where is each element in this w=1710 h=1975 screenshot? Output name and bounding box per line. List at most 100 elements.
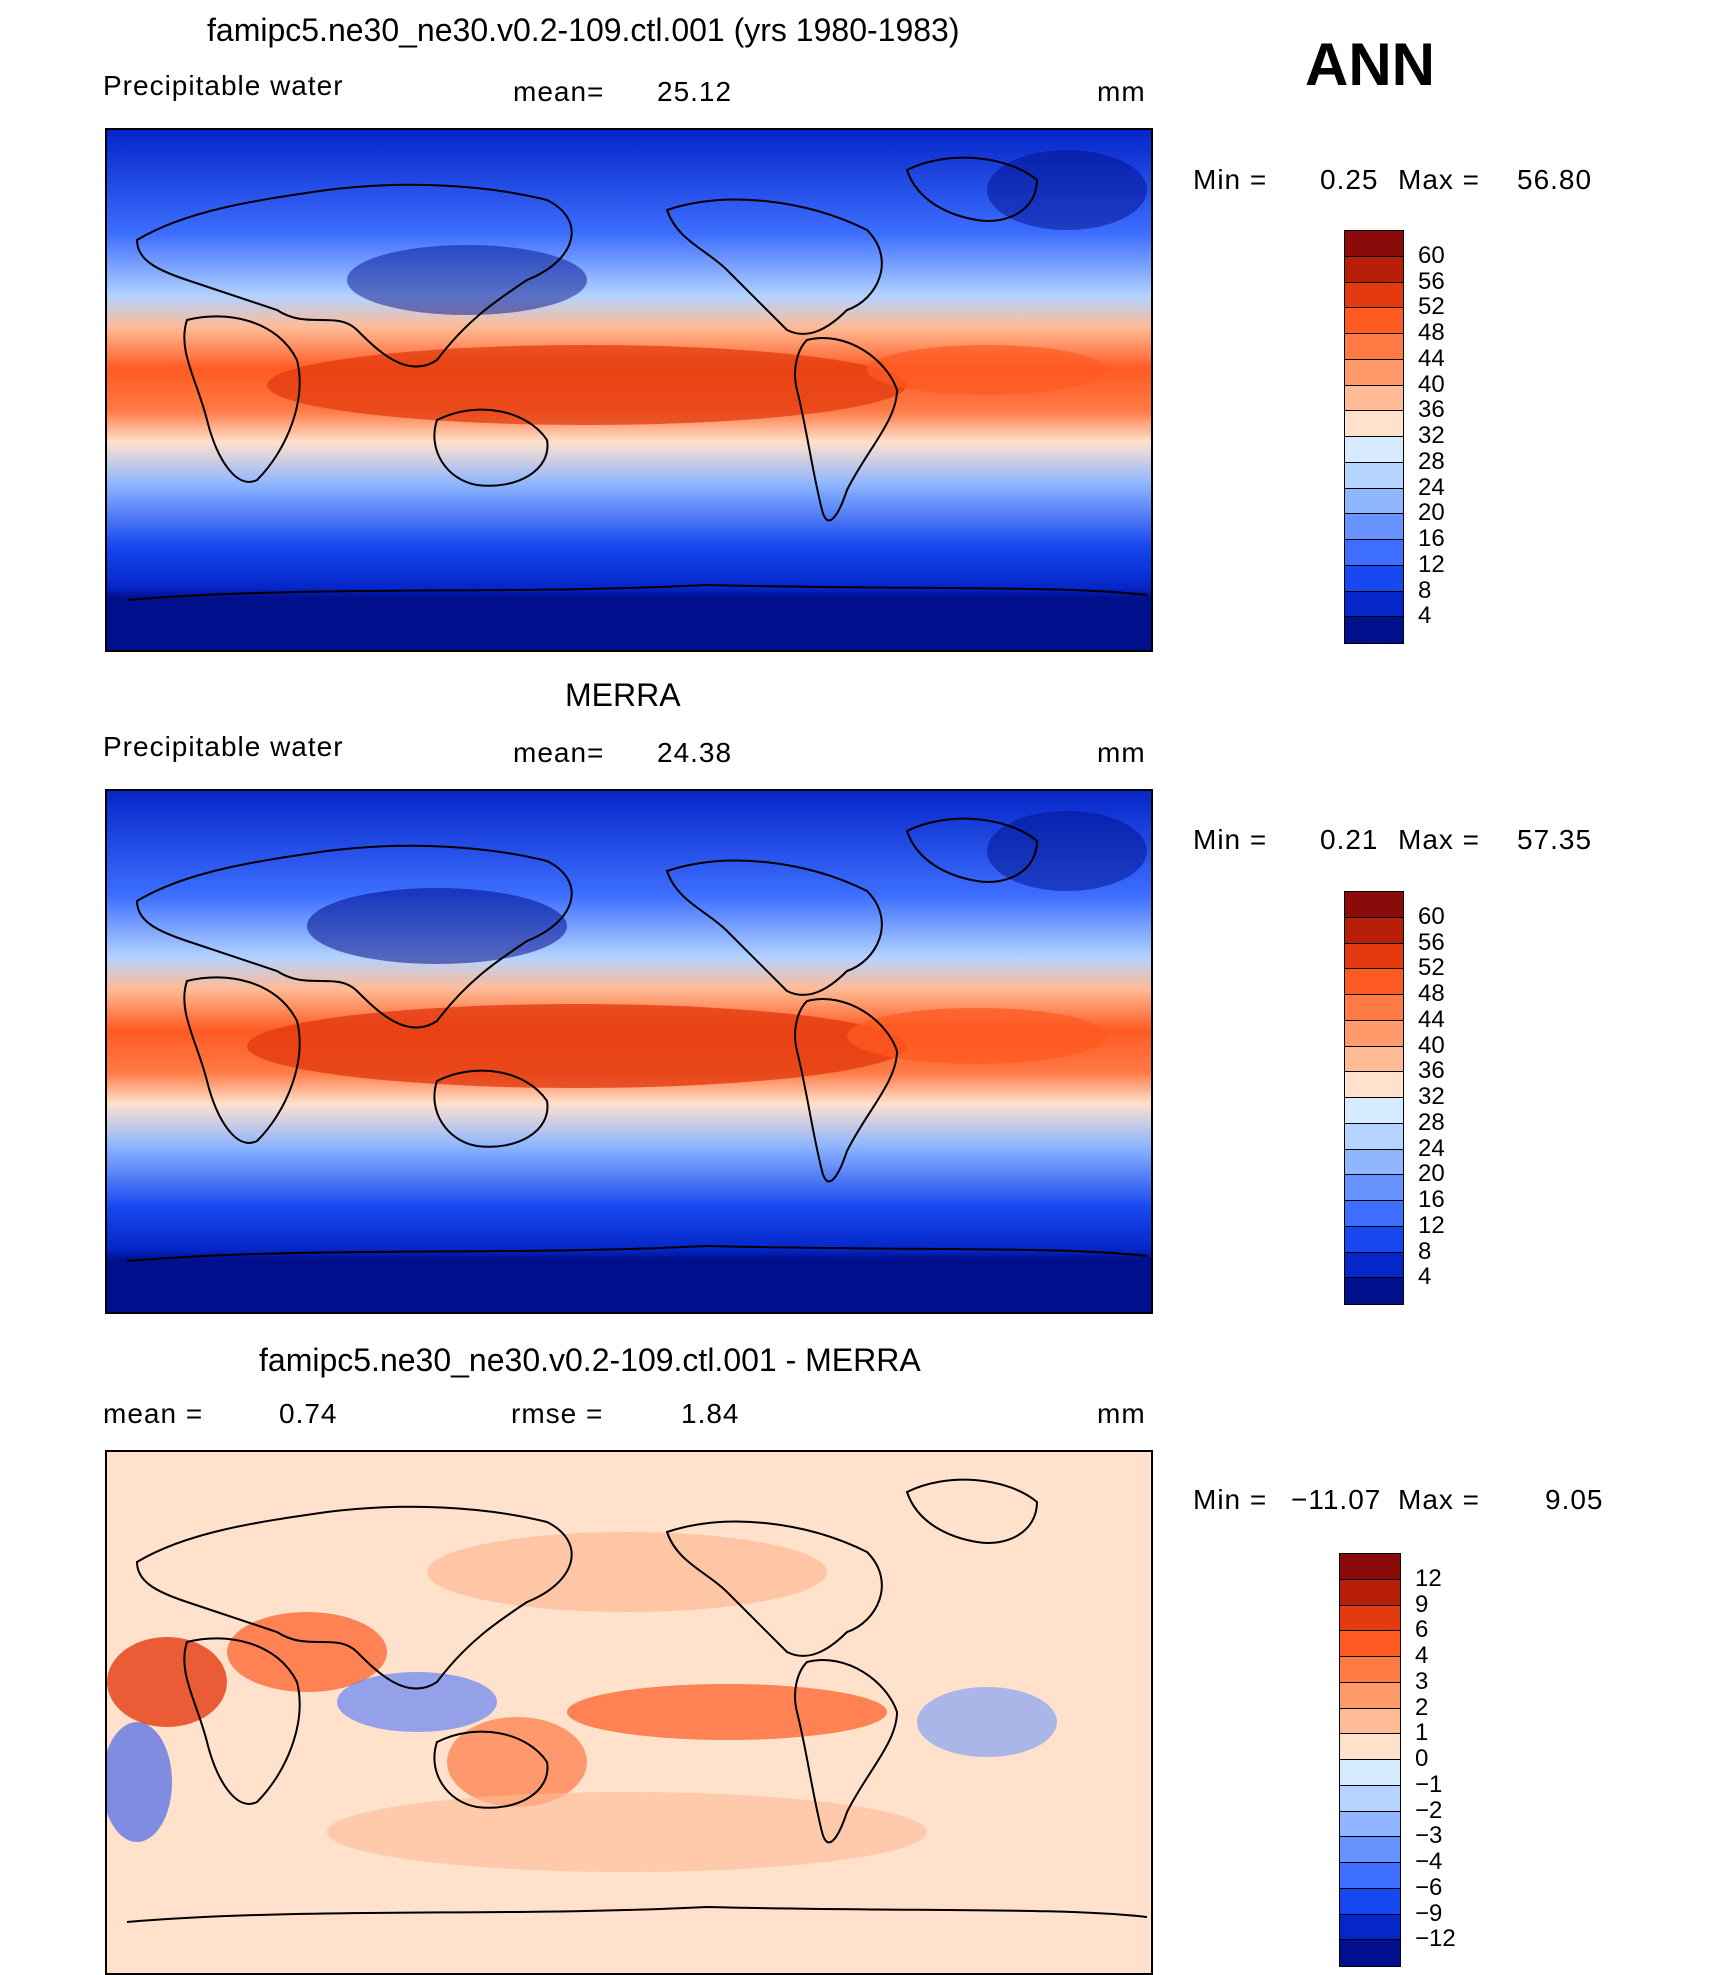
colorbar-tick-label: 60 [1418, 902, 1445, 930]
panel-3-rmse-label: rmse = [511, 1398, 604, 1429]
colorbar-tick-label: 28 [1418, 1108, 1445, 1136]
colorbar-swatch [1345, 1123, 1403, 1150]
colorbar-swatch [1345, 514, 1403, 540]
panel-2-min-label: Min = [1193, 824, 1268, 855]
colorbar-swatch [1345, 1175, 1403, 1201]
colorbar-swatch [1345, 1098, 1403, 1124]
colorbar-tick-label: 1 [1415, 1719, 1429, 1747]
colorbar-tick-label: 4 [1418, 602, 1432, 630]
panel-3-min-label: Min = [1193, 1484, 1268, 1515]
colorbar-tick-label: 52 [1418, 954, 1445, 982]
colorbar-swatch [1345, 565, 1403, 592]
colorbar-swatch [1345, 892, 1403, 918]
colorbar-tick-label: 4 [1415, 1642, 1429, 1669]
colorbar-swatch [1340, 1605, 1400, 1632]
colorbar-swatch [1340, 1914, 1400, 1941]
colorbar-swatch [1345, 591, 1403, 618]
colorbar-tick-label: 12 [1418, 550, 1445, 578]
colorbar-tick-label: 48 [1418, 319, 1445, 346]
colorbar-swatch [1345, 969, 1403, 995]
colorbar-swatch [1345, 1201, 1403, 1227]
panel-3-map [105, 1450, 1153, 1975]
panel-2-contour-field [107, 791, 1151, 1312]
colorbar-swatch [1340, 1811, 1400, 1838]
colorbar-tick-label: 16 [1418, 1186, 1445, 1213]
panel-1-mean-value: 25.12 [657, 76, 733, 107]
colorbar-swatch [1340, 1863, 1400, 1889]
colorbar-tick-label: 0 [1415, 1745, 1429, 1772]
colorbar-swatch [1345, 359, 1403, 386]
colorbar-swatch [1345, 917, 1403, 944]
colorbar-tick-label: 12 [1415, 1564, 1442, 1592]
colorbar-tick-label: 36 [1418, 396, 1445, 424]
panel-2-title: MERRA [565, 677, 681, 713]
colorbar-swatch [1345, 540, 1403, 566]
panel-1-title: famipc5.ne30_ne30.v0.2-109.ctl.001 (yrs … [207, 12, 960, 48]
colorbar-tick-label: 3 [1415, 1667, 1429, 1695]
panel-2-mean-label: mean= [513, 737, 605, 768]
colorbar-swatch [1340, 1579, 1400, 1606]
panel-2-mean-value: 24.38 [657, 737, 733, 768]
colorbar-tick-label: 24 [1418, 473, 1445, 501]
colorbar-swatch [1340, 1631, 1400, 1657]
colorbar-swatch [1345, 334, 1403, 360]
colorbar-swatch [1340, 1708, 1400, 1735]
panel-1-mean-label: mean= [513, 76, 605, 107]
colorbar-swatch [1345, 617, 1403, 643]
colorbar-swatch [1340, 1760, 1400, 1786]
colorbar-swatch [1345, 462, 1403, 489]
colorbar-tick-label: −3 [1415, 1822, 1443, 1850]
colorbar-swatch [1345, 1149, 1403, 1176]
colorbar-swatch [1345, 1278, 1403, 1304]
colorbar-tick-label: 56 [1418, 267, 1445, 295]
colorbar-tick-label: −2 [1415, 1796, 1443, 1824]
panel-1-max-value: 56.80 [1517, 164, 1593, 195]
colorbar-swatch [1345, 282, 1403, 309]
colorbar-tick-label: 8 [1418, 576, 1432, 604]
colorbar-tick-label: 20 [1418, 1160, 1445, 1188]
colorbar-swatch [1345, 256, 1403, 283]
panel-2-units: mm [1097, 737, 1146, 768]
colorbar-swatch [1345, 488, 1403, 515]
colorbar-swatch [1345, 943, 1403, 970]
colorbar-swatch [1340, 1785, 1400, 1812]
colorbar-swatch [1340, 1940, 1400, 1966]
colorbar-swatch [1345, 1252, 1403, 1279]
panel-3-rmse-value: 1.84 [681, 1398, 740, 1429]
panel-2-min-value: 0.21 [1320, 824, 1379, 855]
panel-1-min-value: 0.25 [1320, 164, 1379, 195]
colorbar-swatch [1345, 1046, 1403, 1073]
panel-2-map [105, 789, 1153, 1314]
colorbar-swatch [1340, 1657, 1400, 1683]
panel-2-max-label: Max = [1398, 824, 1481, 855]
colorbar-swatch [1345, 1020, 1403, 1047]
colorbar-tick-label: 6 [1415, 1616, 1429, 1644]
panel-2-max-value: 57.35 [1517, 824, 1593, 855]
colorbar-swatch [1345, 385, 1403, 412]
colorbar-tick-label: −1 [1415, 1770, 1443, 1798]
panel-3-title: famipc5.ne30_ne30.v0.2-109.ctl.001 - MER… [259, 1342, 921, 1378]
panel-2-colorbar [1344, 891, 1404, 1305]
colorbar-tick-label: 32 [1418, 422, 1445, 449]
colorbar-swatch [1340, 1888, 1400, 1915]
colorbar-tick-label: 4 [1418, 1263, 1432, 1291]
colorbar-tick-label: 60 [1418, 241, 1445, 269]
colorbar-swatch [1340, 1837, 1400, 1863]
colorbar-tick-label: 56 [1418, 928, 1445, 956]
colorbar-tick-label: 40 [1418, 1031, 1445, 1059]
panel-3-mean-value: 0.74 [279, 1398, 338, 1429]
panel-1-contour-field [107, 130, 1151, 650]
season-label: ANN [1305, 31, 1435, 98]
colorbar-tick-label: −9 [1415, 1899, 1443, 1927]
colorbar-tick-label: 44 [1418, 344, 1445, 372]
colorbar-tick-label: 12 [1418, 1211, 1445, 1239]
colorbar-tick-label: 20 [1418, 499, 1445, 527]
colorbar-tick-label: −12 [1415, 1925, 1456, 1953]
panel-1-colorbar [1344, 230, 1404, 644]
colorbar-tick-label: 24 [1418, 1134, 1445, 1162]
colorbar-tick-label: 9 [1415, 1590, 1429, 1618]
colorbar-swatch [1340, 1554, 1400, 1580]
panel-1-max-label: Max = [1398, 164, 1481, 195]
colorbar-swatch [1340, 1734, 1400, 1760]
colorbar-tick-label: 28 [1418, 447, 1445, 475]
